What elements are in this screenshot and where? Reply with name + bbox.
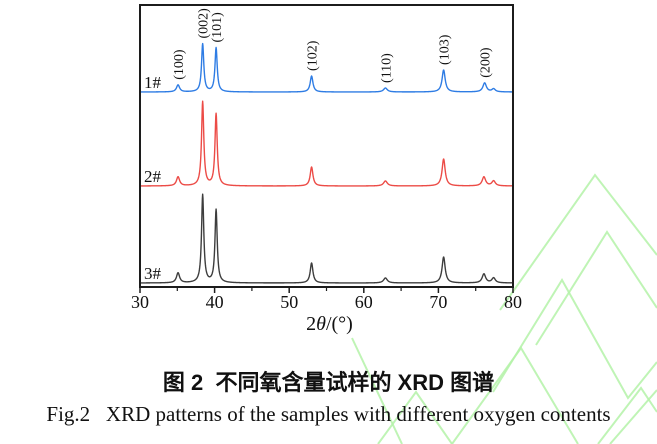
peak-label-102: (102) xyxy=(306,40,321,71)
caption-english: Fig.2 XRD patterns of the samples with d… xyxy=(46,402,611,426)
watermark-line xyxy=(609,389,657,444)
plot-frame xyxy=(139,4,514,288)
x-axis-tick-label: 40 xyxy=(206,292,224,312)
caption-chinese: 图 2 不同氧含量试样的 XRD 图谱 xyxy=(162,370,495,395)
peak-label-101: (101) xyxy=(210,12,225,43)
watermark-line xyxy=(351,337,403,444)
watermark-line xyxy=(597,386,657,444)
watermark-line xyxy=(492,278,657,400)
sample-label-1: 1# xyxy=(144,73,162,92)
x-axis-tick-label: 50 xyxy=(280,292,298,312)
watermark-line xyxy=(499,173,657,311)
peak-label-002: (002) xyxy=(197,8,212,39)
sample-label-3: 3# xyxy=(144,264,162,283)
curve-sample-3 xyxy=(139,193,514,284)
peak-label-103: (103) xyxy=(438,34,453,65)
x-axis-tick-label: 80 xyxy=(504,292,522,312)
x-axis-tick-label: 70 xyxy=(429,292,447,312)
watermark-line xyxy=(377,390,453,444)
peak-label-110: (110) xyxy=(379,53,394,83)
peak-label-200: (200) xyxy=(479,47,494,78)
watermark-line xyxy=(451,346,579,444)
peak-label-100: (100) xyxy=(172,49,187,80)
xrd-chart: 1# 2# 3# 30 40 50 60 70 80 2θ/(°) (100) (002)(101) (… xyxy=(131,4,522,335)
sample-label-2: 2# xyxy=(144,167,162,186)
x-axis-tick-label: 60 xyxy=(355,292,373,312)
curve-sample-1 xyxy=(139,42,514,93)
x-axis-tick-label: 30 xyxy=(131,292,149,312)
watermark-line xyxy=(535,230,657,346)
x-axis-title: 2θ/(°) xyxy=(306,313,353,335)
curve-sample-2 xyxy=(139,100,514,187)
